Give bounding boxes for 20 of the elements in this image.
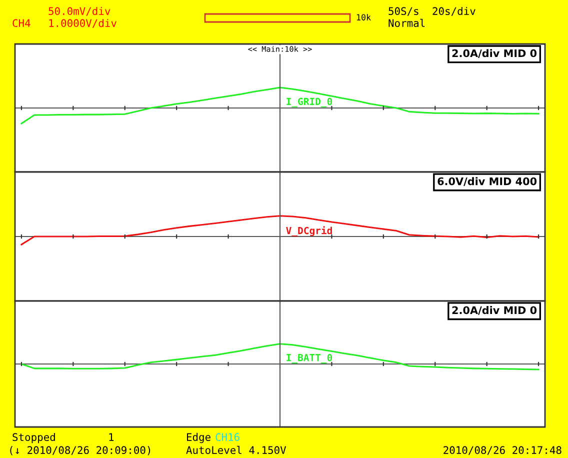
series-label: I_GRID_0	[286, 98, 332, 108]
text: AutoLevel 4.150V	[186, 446, 286, 454]
series-label: I_BATT_0	[286, 354, 332, 364]
text: 6.0V/div MID 400	[438, 177, 537, 186]
text: (↓ 2010/08/26 20:09:00)	[10, 446, 150, 456]
text: 10k	[357, 14, 371, 20]
text: Stopped	[12, 432, 55, 444]
text: 50S/s	[388, 7, 418, 16]
text: 2010/08/26 20:17:48	[444, 446, 562, 455]
text: 1	[109, 433, 114, 441]
text: CH4	[12, 19, 30, 28]
text: 2.0A/div MID 0	[452, 306, 537, 315]
text: 2.0A/div MID 0	[452, 49, 537, 58]
text: Edge	[187, 432, 210, 444]
text: Normal	[388, 18, 425, 28]
text: 20s/div	[432, 6, 476, 16]
series-label: V_DCgrid	[286, 226, 332, 236]
text: CH16	[216, 433, 240, 442]
text: 50.0mV/div	[48, 6, 110, 16]
text: 1.0000V/div	[49, 18, 116, 28]
